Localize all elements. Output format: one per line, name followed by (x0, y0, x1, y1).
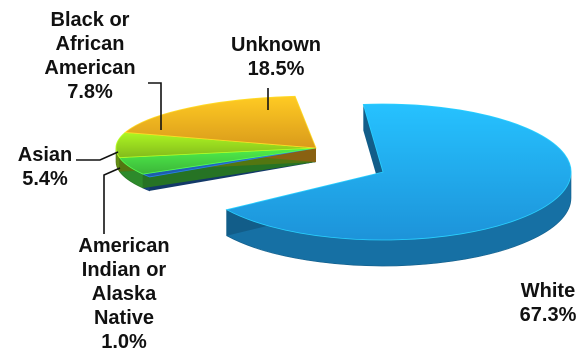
slice-value-label: 67.3% (520, 304, 577, 326)
slice-label-black-or-african-american: Black or African American 7.8% (44, 9, 135, 103)
slice-label-text: Unknown (231, 34, 321, 56)
slice-value-label: 7.8% (67, 81, 113, 103)
slice-value-label: 18.5% (248, 58, 305, 80)
pie-top-layer (115, 95, 572, 241)
slice-label-unknown: Unknown 18.5% (231, 34, 321, 80)
slice-label-text: Black or (51, 9, 130, 31)
slice-label-text: Indian or (82, 259, 167, 281)
leader-line-black-or-african-american (148, 82, 162, 130)
slice-label-american-indian-or-alaska-native: American Indian or Alaska Native 1.0% (78, 235, 169, 353)
slice-labels: White 67.3%American Indian or Alaska Native 1… (18, 9, 577, 353)
slice-label-text: African (56, 33, 125, 55)
slice-label-text: Alaska (92, 283, 157, 305)
slice-label-asian: Asian 5.4% (18, 144, 72, 190)
leader-line-asian (76, 151, 119, 161)
slice-label-text: Asian (18, 144, 72, 166)
slice-label-text: White (521, 280, 575, 302)
slice-label-text: American (44, 57, 135, 79)
leader-lines (76, 82, 269, 234)
leader-line-american-indian-or-alaska-native (103, 167, 121, 234)
slice-white (225, 103, 572, 241)
slice-value-label: 5.4% (22, 168, 68, 190)
slice-black-or-african-american (115, 131, 317, 159)
slice-label-text: Native (94, 307, 154, 329)
slice-label-white: White 67.3% (520, 280, 577, 326)
slice-label-text: American (78, 235, 169, 257)
slice-value-label: 1.0% (101, 331, 147, 353)
